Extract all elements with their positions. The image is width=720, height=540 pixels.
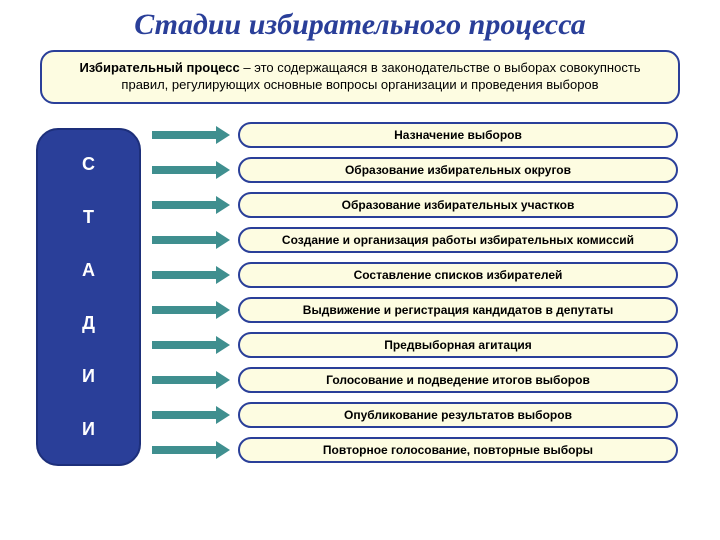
- stage-item: Составление списков избирателей: [238, 262, 678, 288]
- stage-letter: Д: [38, 313, 139, 334]
- stage-letter: А: [38, 260, 139, 281]
- arrow-icon: [152, 306, 232, 314]
- stage-letter: И: [38, 419, 139, 440]
- stage-item: Образование избирательных округов: [238, 157, 678, 183]
- arrow-icon: [152, 166, 232, 174]
- stage-item: Повторное голосование, повторные выборы: [238, 437, 678, 463]
- diagram-area: С Т А Д И И Назначение выборов Образование изб…: [18, 122, 702, 502]
- arrow-icon: [152, 341, 232, 349]
- arrow-icon: [152, 411, 232, 419]
- stage-item: Создание и организация работы избиратель…: [238, 227, 678, 253]
- definition-box: Избирательный процесс – это содержащаяся…: [40, 50, 680, 104]
- arrow-icon: [152, 271, 232, 279]
- definition-term: Избирательный процесс: [79, 60, 239, 75]
- stage-letter: Т: [38, 207, 139, 228]
- arrow-icon: [152, 236, 232, 244]
- arrow-icon: [152, 446, 232, 454]
- arrow-icon: [152, 131, 232, 139]
- stage-item: Голосование и подведение итогов выборов: [238, 367, 678, 393]
- stage-item: Выдвижение и регистрация кандидатов в де…: [238, 297, 678, 323]
- stage-letter: С: [38, 154, 139, 175]
- stage-item: Образование избирательных участков: [238, 192, 678, 218]
- stage-vertical-box: С Т А Д И И: [36, 128, 141, 466]
- arrow-icon: [152, 376, 232, 384]
- page-title: Стадии избирательного процесса: [0, 0, 720, 50]
- stage-item: Опубликование результатов выборов: [238, 402, 678, 428]
- stage-item: Назначение выборов: [238, 122, 678, 148]
- stage-item: Предвыборная агитация: [238, 332, 678, 358]
- arrow-icon: [152, 201, 232, 209]
- stage-letter: И: [38, 366, 139, 387]
